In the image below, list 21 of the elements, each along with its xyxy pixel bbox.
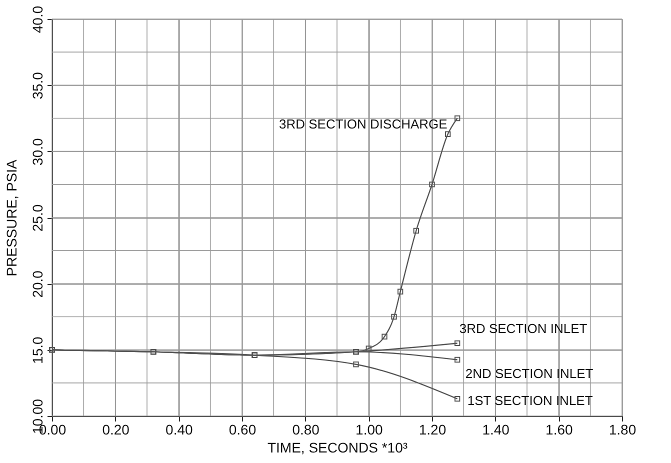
x-tick-label: 1.80 <box>608 422 636 438</box>
series-label: 3RD SECTION DISCHARGE <box>279 116 448 132</box>
x-tick-label: 1.00 <box>356 422 384 438</box>
series-label: 1ST SECTION INLET <box>467 392 593 408</box>
y-tick-label: 25.0 <box>30 204 46 232</box>
y-tick-label: 35.0 <box>30 72 46 100</box>
x-tick-label: 1.40 <box>482 422 510 438</box>
x-tick-label: 1.60 <box>546 422 574 438</box>
y-tick-label: 40.0 <box>30 6 46 34</box>
y-tick-label: 15.0 <box>30 336 46 364</box>
x-tick-label: 0.20 <box>102 422 130 438</box>
x-tick-label: 1.20 <box>418 422 446 438</box>
x-tick-label: 0.80 <box>292 422 320 438</box>
x-tick-label: 0.40 <box>166 422 194 438</box>
x-tick-label: 0.60 <box>228 422 256 438</box>
x-axis-title: TIME, SECONDS *10³ <box>267 440 408 456</box>
series-label: 3RD SECTION INLET <box>459 321 588 336</box>
series-label: 2ND SECTION INLET <box>465 366 594 381</box>
y-axis-title: PRESSURE, PSIA <box>4 158 20 276</box>
y-tick-label: 20.0 <box>30 270 46 298</box>
y-tick-label: 30.0 <box>30 138 46 166</box>
